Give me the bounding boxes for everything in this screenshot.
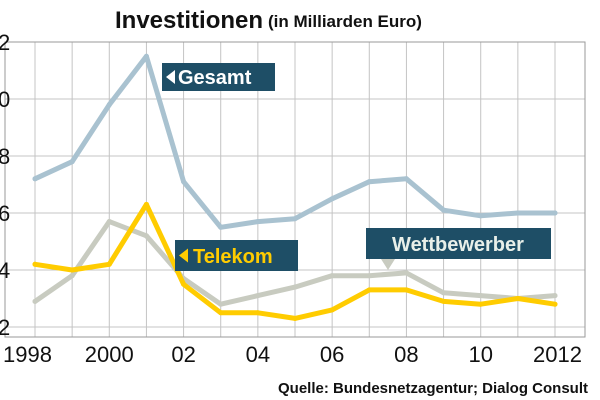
point-gesamt xyxy=(32,176,38,182)
point-gesamt xyxy=(478,213,484,219)
point-telekom xyxy=(181,281,187,287)
point-wettbewerber xyxy=(32,298,38,304)
point-wettbewerber xyxy=(403,270,409,276)
point-wettbewerber xyxy=(255,293,261,299)
series-label-telekom: Telekom xyxy=(175,240,298,271)
point-wettbewerber xyxy=(441,290,447,296)
point-telekom xyxy=(218,310,224,316)
chart-title: Investitionen xyxy=(115,7,263,34)
y-tick-label: 2 xyxy=(0,315,10,340)
plot-frame xyxy=(4,41,586,338)
pointer-icon xyxy=(166,70,175,84)
series-label-text: Gesamt xyxy=(178,67,252,89)
point-telekom xyxy=(552,301,558,307)
point-wettbewerber xyxy=(106,219,112,225)
y-tick-label: 8 xyxy=(0,144,10,169)
point-gesamt xyxy=(403,176,409,182)
x-tick-label: 10 xyxy=(468,342,492,367)
x-tick-label: 2000 xyxy=(85,342,134,367)
point-gesamt xyxy=(106,102,112,108)
point-gesamt xyxy=(441,207,447,213)
point-telekom xyxy=(32,261,38,267)
pointer-icon xyxy=(179,248,188,263)
x-tick-label: 06 xyxy=(320,342,344,367)
point-gesamt xyxy=(366,179,372,185)
point-gesamt xyxy=(515,210,521,216)
series-label-wettbewerber: Wettbewerber xyxy=(366,228,551,270)
point-telekom xyxy=(329,307,335,313)
pointer-icon xyxy=(381,259,395,270)
series-label-text: Wettbewerber xyxy=(392,234,524,256)
point-gesamt xyxy=(552,210,558,216)
y-axis: 2 4 6 8 0 2 xyxy=(0,30,10,340)
series-label-box xyxy=(162,63,275,91)
point-telekom xyxy=(255,310,261,316)
x-tick-label: 1998 xyxy=(3,342,52,367)
point-gesamt xyxy=(218,224,224,230)
point-gesamt xyxy=(255,219,261,225)
series-label-box xyxy=(175,240,298,271)
point-wettbewerber xyxy=(143,233,149,239)
point-telekom xyxy=(292,315,298,321)
point-wettbewerber xyxy=(218,301,224,307)
point-telekom xyxy=(106,261,112,267)
point-wettbewerber xyxy=(292,284,298,290)
y-tick-label: 6 xyxy=(0,201,10,226)
series-labels: Gesamt Telekom Wettbewerber xyxy=(162,63,551,271)
y-tick-label: 0 xyxy=(0,87,10,112)
point-telekom xyxy=(366,287,372,293)
point-wettbewerber xyxy=(329,273,335,279)
x-axis: 1998 2000 02 04 06 08 10 2012 xyxy=(3,342,582,367)
point-telekom xyxy=(69,267,75,273)
point-gesamt xyxy=(143,53,149,59)
x-tick-label: 2012 xyxy=(533,342,582,367)
point-wettbewerber xyxy=(366,273,372,279)
chart-grid xyxy=(5,41,585,337)
point-wettbewerber xyxy=(478,293,484,299)
point-telekom xyxy=(403,287,409,293)
point-telekom xyxy=(478,301,484,307)
point-wettbewerber xyxy=(69,273,75,279)
point-telekom xyxy=(143,201,149,207)
series-label-text: Telekom xyxy=(193,246,273,268)
point-telekom xyxy=(441,298,447,304)
series-label-box xyxy=(366,228,551,259)
series-lines xyxy=(32,53,558,321)
x-tick-label: 08 xyxy=(394,342,418,367)
point-gesamt xyxy=(181,179,187,185)
chart-subtitle: (in Milliarden Euro) xyxy=(268,12,422,31)
point-telekom xyxy=(515,296,521,301)
point-gesamt xyxy=(292,216,298,222)
x-tick-label: 02 xyxy=(171,342,195,367)
point-wettbewerber xyxy=(552,293,558,299)
x-tick-label: 04 xyxy=(246,342,270,367)
point-gesamt xyxy=(329,196,335,202)
y-tick-label: 4 xyxy=(0,258,10,283)
source-note: Quelle: Bundesnetzagentur; Dialog Consul… xyxy=(278,380,588,397)
series-label-gesamt: Gesamt xyxy=(162,63,275,91)
y-tick-label: 2 xyxy=(0,30,10,55)
point-gesamt xyxy=(69,159,75,165)
